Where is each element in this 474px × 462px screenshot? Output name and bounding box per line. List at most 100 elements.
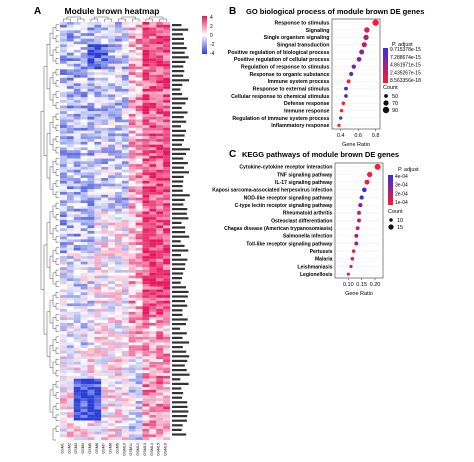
heatmap-cell [101,97,109,101]
heatmap-cell [156,378,164,382]
heatmap-cell [128,244,136,248]
heatmap-cell [142,211,150,215]
heatmap-cell [94,55,102,59]
heatmap-cell [60,250,67,254]
heatmap-cell [108,105,116,109]
heatmap-cell [108,400,116,404]
heatmap-sample-label: GSM5 [88,443,92,454]
heatmap-cell [163,127,171,131]
dendrogram-branch [52,71,56,84]
heatmap-cell [128,133,136,137]
heatmap-cell [121,150,129,154]
heatmap-cell [121,258,129,262]
dendrogram-branch [40,110,44,290]
heatmap-cell [115,44,122,48]
heatmap-cell [87,233,95,237]
heatmap-cell [115,423,122,427]
heatmap-cell [87,169,95,173]
heatmap-cell [60,228,67,232]
heatmap-cell [60,437,67,441]
heatmap-cell [135,328,143,332]
heatmap-cell [121,300,129,304]
gene-label-mark [172,272,184,275]
heatmap-cell [108,122,116,126]
gene-label-mark [172,143,182,146]
heatmap-cell [108,228,116,232]
heatmap-cell [73,289,81,293]
heatmap-cell [142,133,150,137]
heatmap-cell [149,205,157,209]
heatmap-cell [121,239,129,243]
heatmap-cell [60,58,67,62]
heatmap-cell [80,295,88,298]
heatmap-cell [80,178,88,181]
heatmap-cell [80,356,88,360]
heatmap-cell [163,88,171,92]
heatmap-cell [108,247,116,251]
gene-label-mark [172,70,185,73]
kegg-term-label: C-type lectin receptor signaling pathway [235,203,333,209]
heatmap-cell [121,359,129,363]
heatmap-cell [66,38,74,42]
heatmap-cell [149,178,157,181]
gene-label-mark [172,258,188,261]
heatmap-cell [121,24,129,28]
heatmap-cell [128,314,136,318]
heatmap-cell [121,403,129,407]
heatmap-cell [73,353,81,357]
heatmap-cell [101,356,109,360]
heatmap-cell [149,292,157,296]
heatmap-cell [60,178,67,181]
heatmap-cell [142,303,150,307]
heatmap-cell [142,373,150,376]
heatmap-cell [115,97,122,101]
heatmap-cell [94,208,102,212]
heatmap-cell [66,225,74,229]
heatmap-cell [66,403,74,407]
heatmap-cell [135,339,143,343]
heatmap-cell [149,272,157,276]
go-term-label: Response to organic substance [249,72,329,78]
heatmap-cell [66,361,74,365]
heatmap-cell [80,172,88,176]
heatmap-cell [73,55,81,59]
heatmap-cell [101,194,109,198]
heatmap-cell [163,398,171,402]
heatmap-cell [121,228,129,232]
heatmap-cell [128,191,136,195]
heatmap-cell [163,417,171,421]
heatmap-cell [128,264,136,268]
heatmap-cell [135,414,143,418]
heatmap-cell [66,325,74,329]
heatmap-cell [94,364,102,368]
heatmap-cell [101,231,109,234]
heatmap-cell [156,412,164,415]
heatmap-cell [94,309,102,312]
heatmap-cell [108,191,116,195]
heatmap-cell [73,228,81,232]
heatmap-cell [115,130,122,134]
go-term-label: Singnal transduction [277,42,330,48]
heatmap-cell [101,24,109,28]
heatmap-cell [115,384,122,388]
heatmap-cell [156,30,164,34]
heatmap-cell [73,116,81,120]
heatmap-cell [66,295,74,298]
heatmap-cell [163,236,171,240]
heatmap-cell [108,423,116,427]
kegg-term-label: Malaria [315,257,333,263]
heatmap-cell [108,127,116,131]
kegg-term-label: Osteoclast differentiation [271,218,332,224]
heatmap-cell [163,278,171,282]
go-size-legend-dot [382,106,390,114]
heatmap-cell [60,205,67,209]
heatmap-cell [73,412,81,415]
heatmap-cell [66,219,74,223]
heatmap-legend-tick: -4 [210,51,215,57]
heatmap-cell [149,186,157,190]
heatmap-cell [128,300,136,304]
heatmap-cell [135,161,143,165]
heatmap-cell [142,119,150,123]
heatmap-cell [163,169,171,173]
gene-label-mark [172,373,190,376]
